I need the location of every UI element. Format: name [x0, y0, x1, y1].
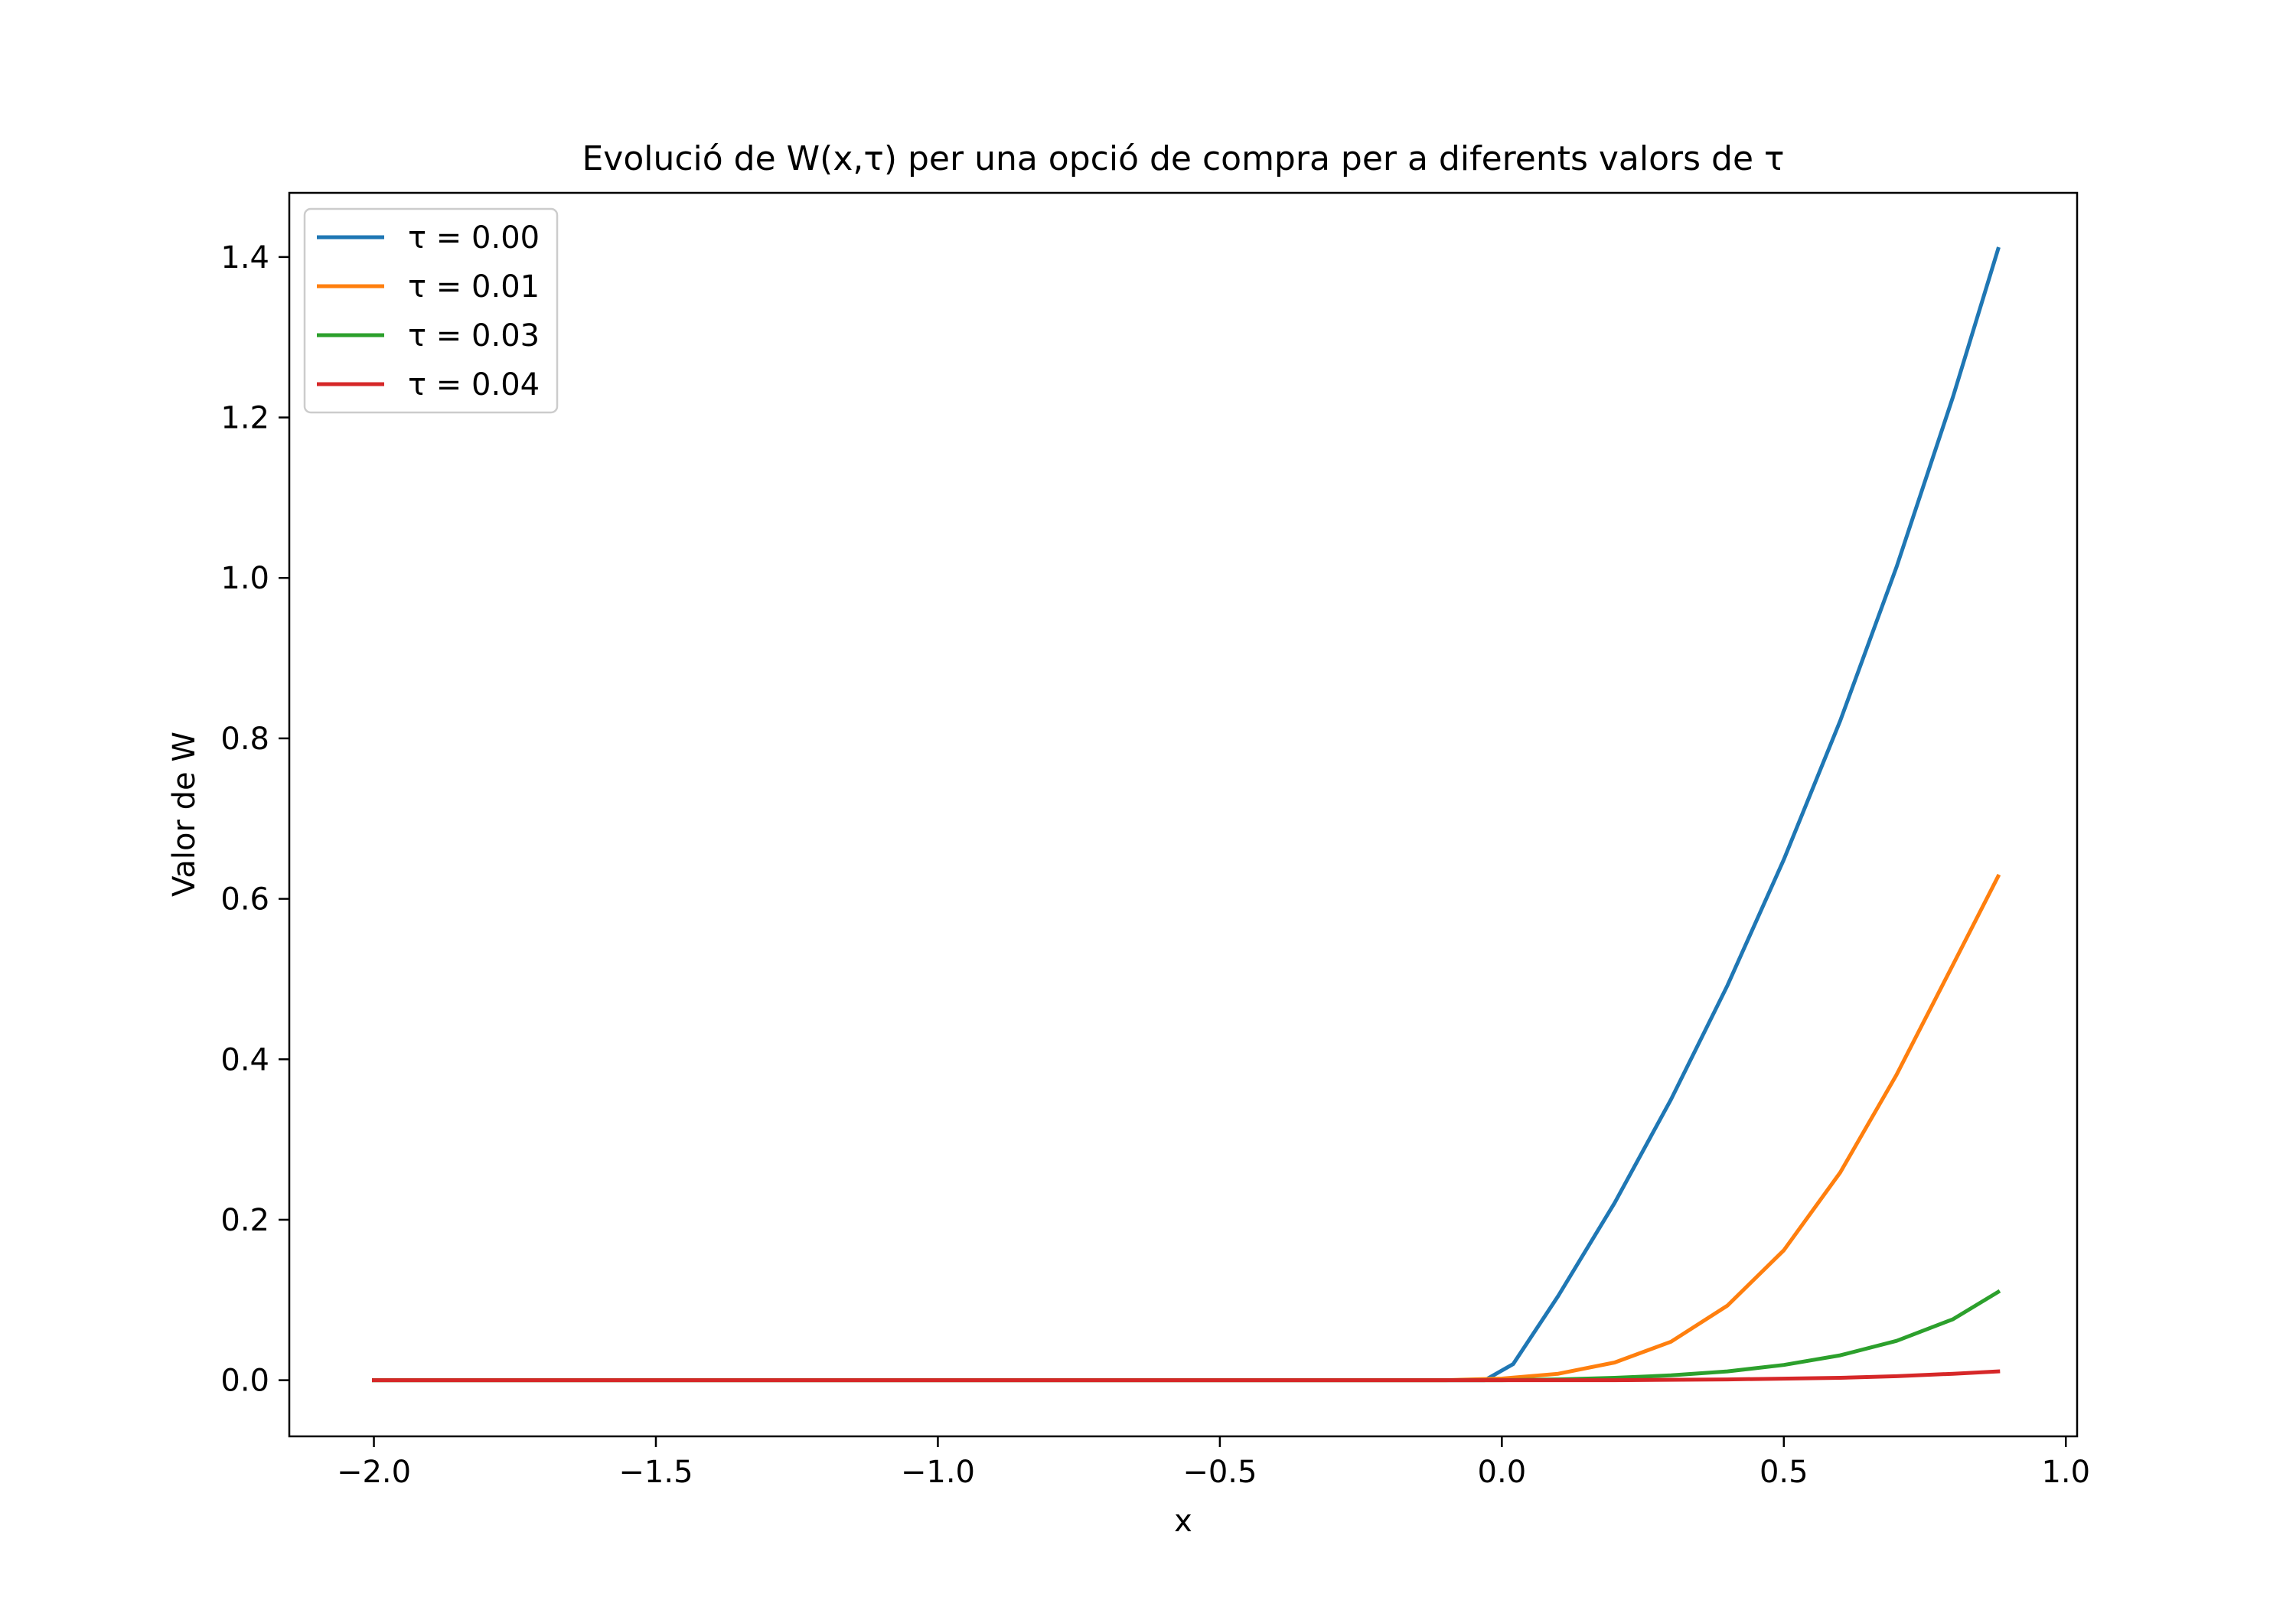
legend-box [303, 207, 559, 414]
y-tick-label: 0.2 [220, 1203, 269, 1238]
x-tick-label: −1.5 [618, 1455, 693, 1490]
plot-frame [288, 191, 2079, 1438]
x-tick-label: −0.5 [1182, 1455, 1257, 1490]
y-axis-label: Valor de W [167, 732, 202, 897]
y-tick-label: 1.4 [220, 240, 269, 275]
x-tick-label: 0.5 [1760, 1455, 1808, 1490]
x-tick-label: −2.0 [337, 1455, 411, 1490]
legend-label-3: τ = 0.04 [408, 367, 540, 403]
legend-label-0: τ = 0.00 [408, 220, 540, 256]
series-line-3 [372, 1369, 2001, 1383]
series-line-0 [372, 246, 2001, 1383]
legend-label-2: τ = 0.03 [408, 318, 540, 354]
y-tick-label: 0.0 [220, 1364, 269, 1399]
y-axis-ticks: 0.0 0.2 0.4 0.6 0.8 1.0 1.2 1.4 [220, 240, 289, 1399]
x-tick-label: 0.0 [1478, 1455, 1527, 1490]
plot-lines [372, 246, 2001, 1383]
legend: τ = 0.00 τ = 0.01 τ = 0.03 τ = 0.04 [303, 207, 559, 414]
x-tick-label: 1.0 [2041, 1455, 2090, 1490]
legend-label-1: τ = 0.01 [408, 269, 540, 305]
y-tick-label: 1.2 [220, 401, 269, 436]
y-tick-label: 0.8 [220, 722, 269, 757]
x-tick-label: −1.0 [901, 1455, 975, 1490]
x-axis-ticks: −2.0 −1.5 −1.0 −0.5 0.0 0.5 1.0 [337, 1436, 2090, 1490]
x-axis-label: x [1174, 1504, 1192, 1539]
chart-title: Evolució de W(x,τ) per una opció de comp… [582, 139, 1784, 178]
y-tick-label: 1.0 [220, 561, 269, 596]
y-tick-label: 0.4 [220, 1042, 269, 1077]
y-tick-label: 0.6 [220, 882, 269, 918]
